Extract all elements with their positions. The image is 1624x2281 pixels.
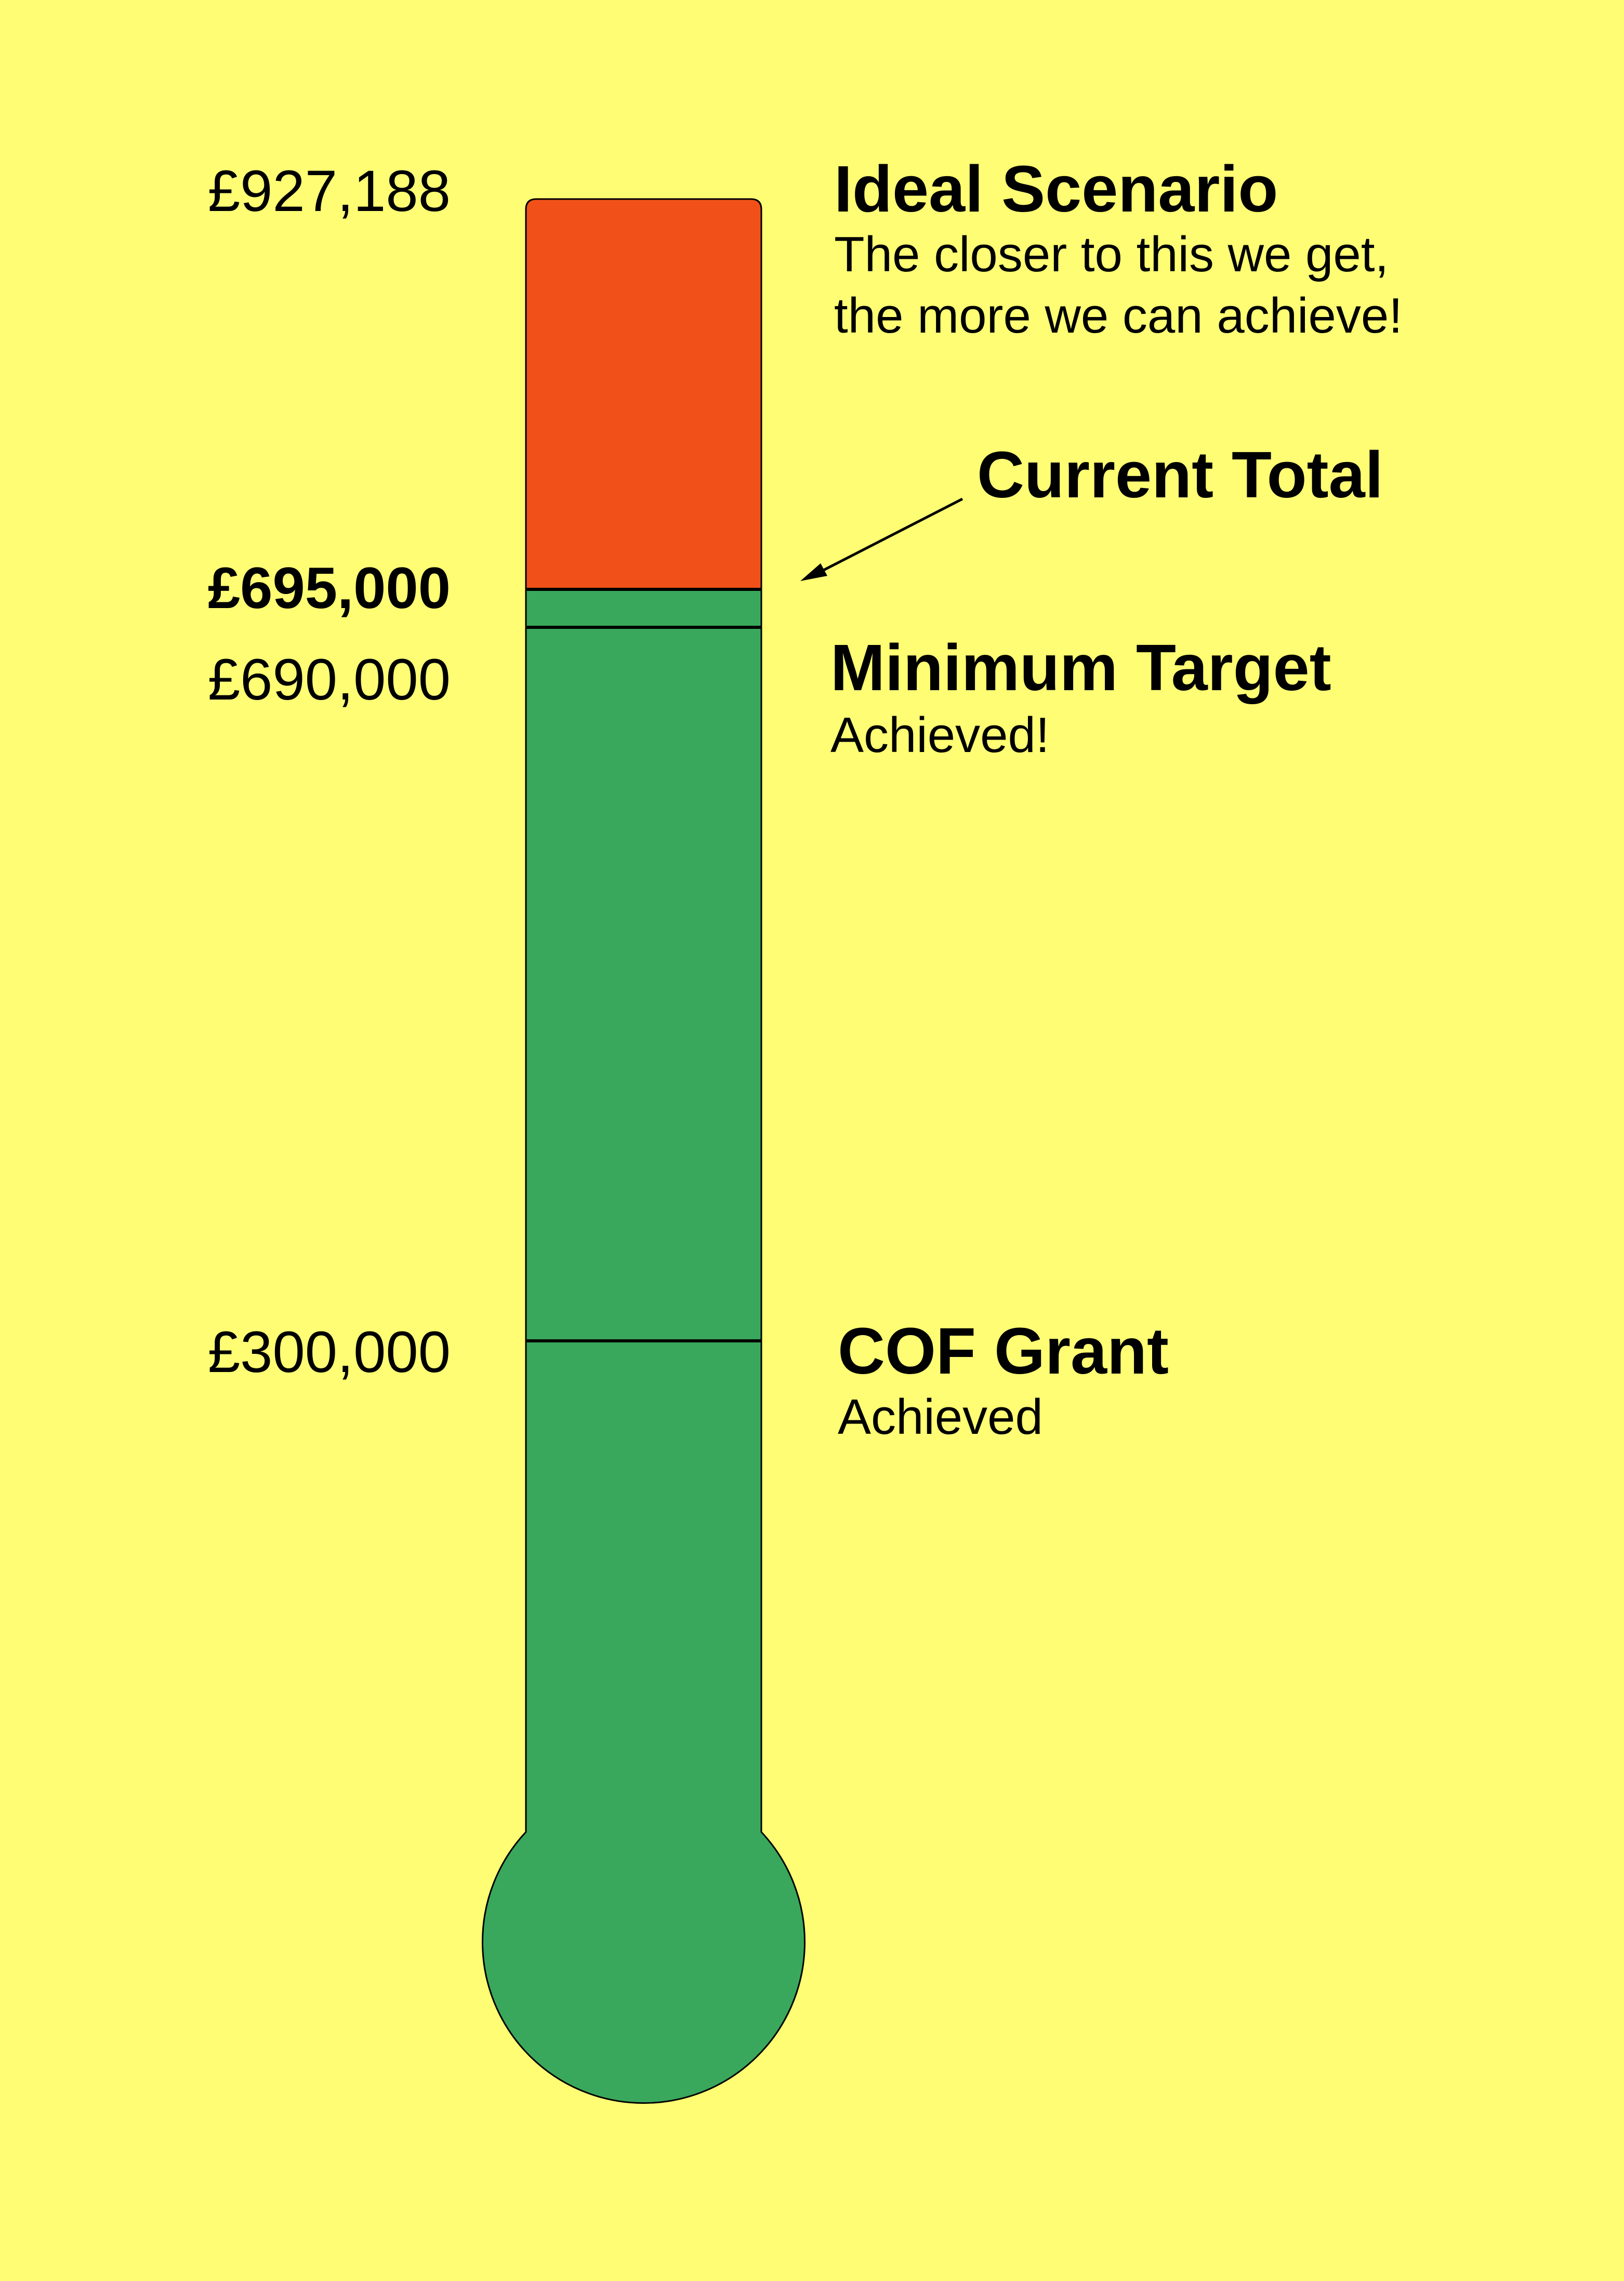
thermometer-outline <box>482 198 806 2104</box>
current-total-value: £695,000 <box>207 556 451 621</box>
current-total-arrow-line <box>817 497 963 574</box>
current-total-heading: Current Total <box>977 438 1383 511</box>
ideal-scenario-line-1: The closer to this we get, <box>834 227 1389 282</box>
minimum-target-heading: Minimum Target <box>830 631 1331 704</box>
ideal-scenario-line-2: the more we can achieve! <box>834 288 1403 344</box>
minimum-target-status: Achieved! <box>830 707 1050 763</box>
current-total-arrow-head <box>800 563 827 581</box>
cof-grant-heading: COF Grant <box>838 1314 1169 1388</box>
minimum-target-value: £690,000 <box>207 647 451 712</box>
ideal-scenario-value: £927,188 <box>207 159 451 223</box>
reached-fill <box>482 589 805 2103</box>
thermometer-fill <box>482 199 805 2103</box>
remaining-fill <box>482 199 805 589</box>
ideal-scenario-heading: Ideal Scenario <box>834 152 1278 226</box>
cof-grant-value: £300,000 <box>207 1320 451 1385</box>
cof-grant-status: Achieved <box>838 1389 1043 1445</box>
